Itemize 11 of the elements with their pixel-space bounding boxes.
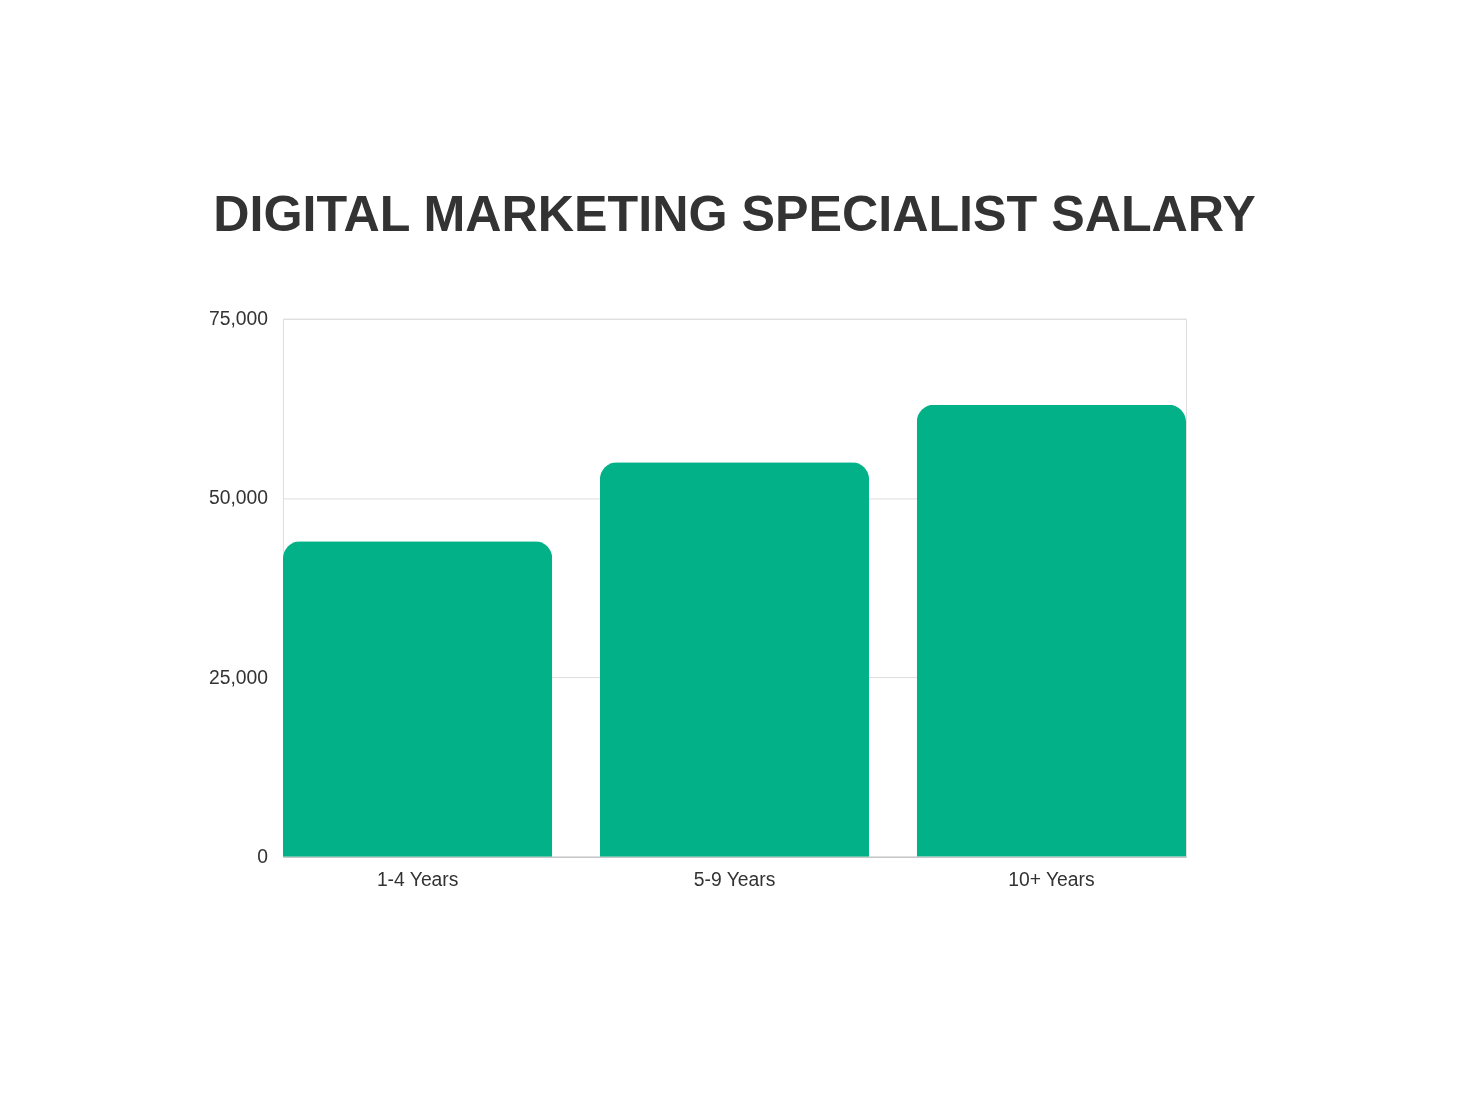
chart-title: DIGITAL MARKETING SPECIALIST SALARY (213, 185, 1256, 242)
bar (282, 541, 553, 857)
y-tick-label: 75,000 (208, 308, 269, 330)
x-tick-label: 1-4 Years (376, 869, 459, 891)
y-tick-label: 25,000 (208, 666, 269, 688)
x-tick-label: 10+ Years (1008, 869, 1095, 891)
x-tick-label: 5-9 Years (693, 869, 776, 891)
bar (916, 404, 1187, 857)
y-tick-label: 50,000 (208, 487, 269, 509)
y-tick-label: 0 (257, 846, 269, 868)
bar (599, 462, 870, 857)
